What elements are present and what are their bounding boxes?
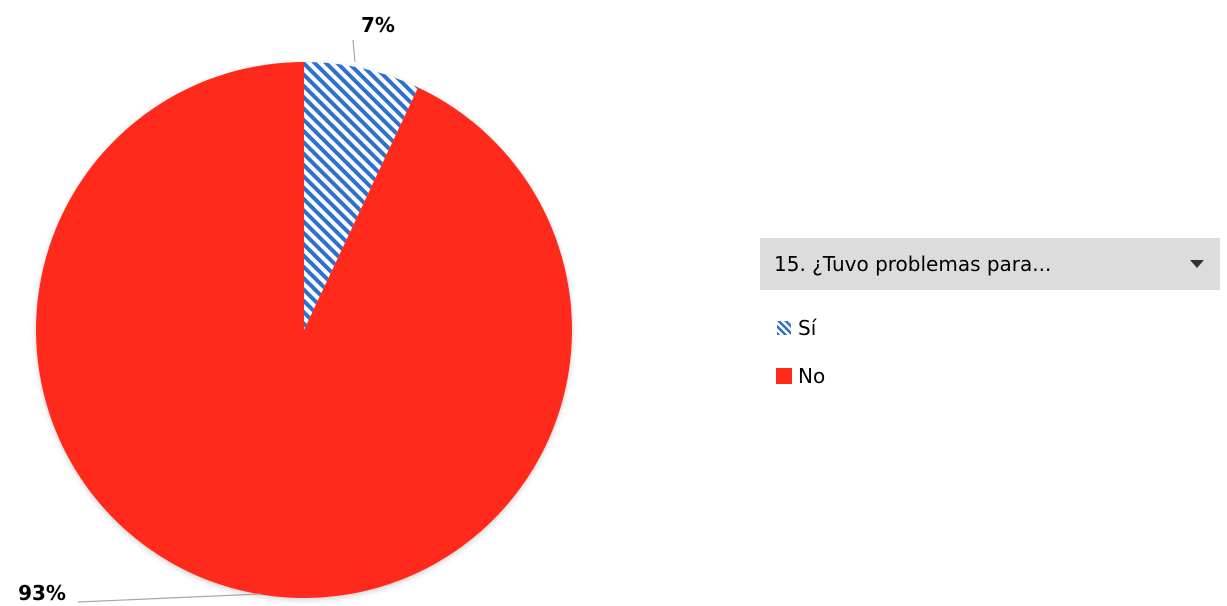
legend-filter-dropdown[interactable]: 15. ¿Tuvo problemas para... [760, 238, 1220, 290]
red-swatch-icon [776, 368, 792, 384]
data-label-si: 7% [361, 13, 395, 37]
pie-slice-no[interactable] [35, 62, 572, 598]
data-label-no: 93% [18, 581, 66, 605]
legend-item-si[interactable]: Sí [776, 312, 1220, 344]
hatched-blue-swatch-icon [777, 321, 791, 335]
legend-label-si: Sí [798, 316, 817, 340]
legend-item-no[interactable]: No [776, 360, 1220, 392]
chevron-down-icon[interactable] [1190, 260, 1204, 268]
legend: 15. ¿Tuvo problemas para... Sí No [760, 238, 1220, 392]
legend-title: 15. ¿Tuvo problemas para... [774, 252, 1052, 276]
leader-line-si [352, 39, 356, 63]
legend-items: Sí No [760, 312, 1220, 392]
pie-slice-si[interactable] [304, 62, 419, 330]
leader-line-no [77, 593, 261, 603]
legend-label-no: No [798, 364, 826, 388]
